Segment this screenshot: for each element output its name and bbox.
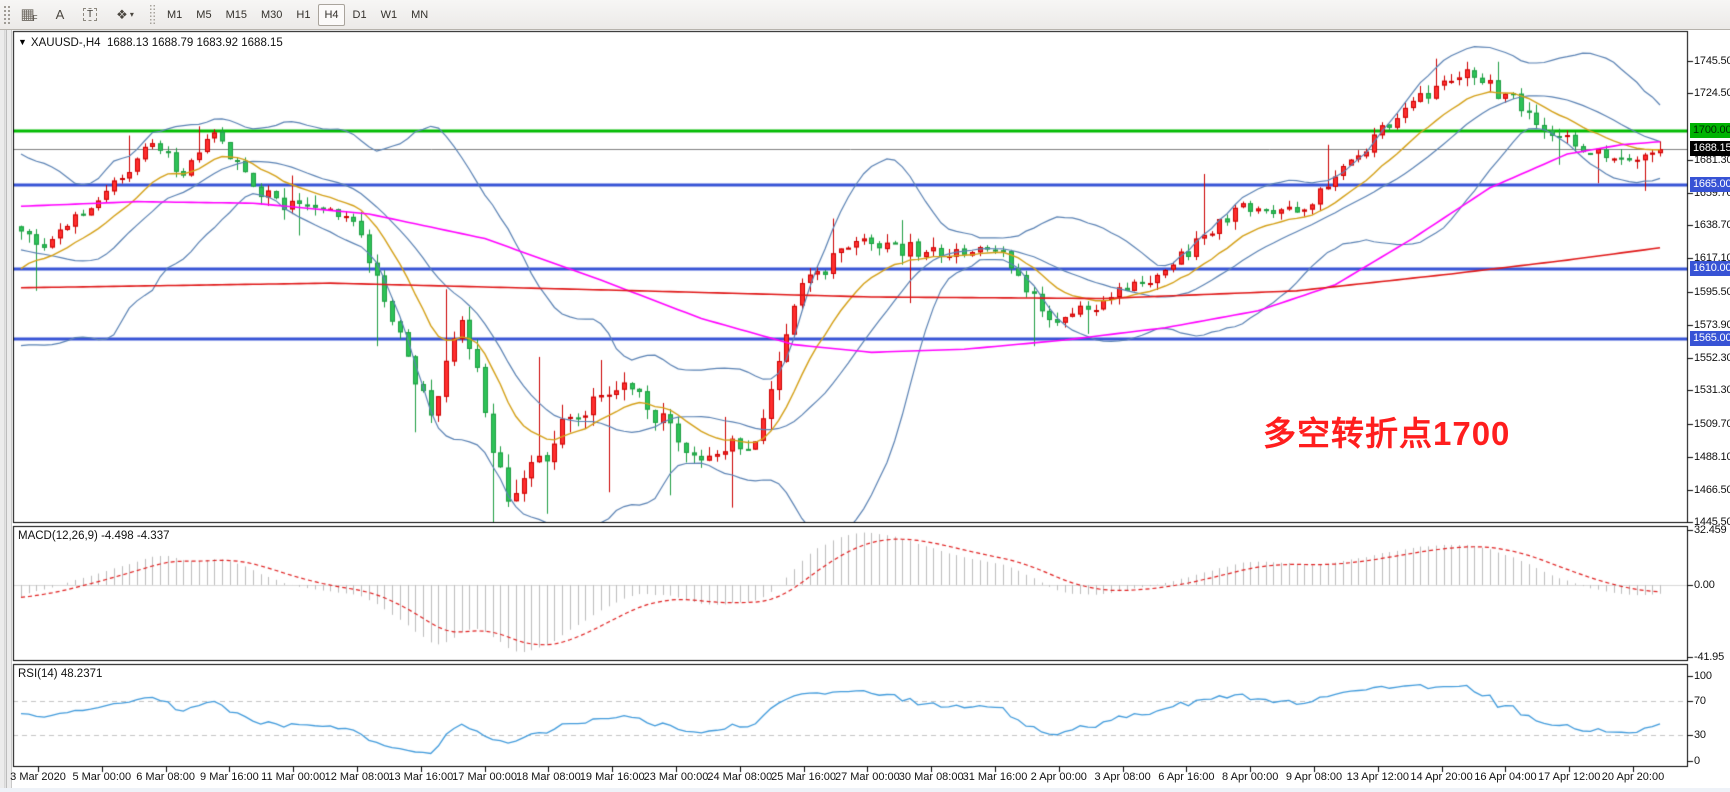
time-axis-label: 3 Apr 08:00 — [1094, 771, 1151, 783]
price-axis-tick-label: 1466.50 — [1694, 483, 1730, 496]
time-axis-label: 3 Mar 2020 — [10, 771, 66, 783]
time-axis-label: 19 Mar 16:00 — [579, 771, 645, 783]
bottom-strip — [0, 788, 1730, 792]
symbol-dropdown-icon[interactable]: ▼ — [18, 37, 27, 47]
a-glyph: A — [55, 7, 65, 22]
price-axis-tick-label: 1552.30 — [1694, 352, 1730, 365]
time-axis-label: 5 Mar 00:00 — [72, 771, 132, 783]
time-axis-label: 9 Mar 16:00 — [200, 771, 259, 783]
text-box-icon[interactable]: T — [78, 4, 102, 26]
time-axis-label: 8 Apr 00:00 — [1222, 771, 1279, 783]
grid-f-glyph: F — [32, 14, 38, 23]
t-glyph: T — [82, 8, 98, 21]
price-badge-1700-00: 1700.00 — [1690, 122, 1730, 138]
dropdown-caret-icon: ▾ — [129, 10, 134, 19]
price-axis-tick-label: 1509.70 — [1694, 417, 1730, 430]
price-badge-1665-00: 1665.00 — [1690, 176, 1730, 192]
time-axis-label: 14 Apr 20:00 — [1410, 771, 1473, 783]
price-badge-1565-00: 1565.00 — [1690, 330, 1730, 346]
price-axis-tick-label: 1488.10 — [1694, 450, 1730, 463]
timeframe-button-w1[interactable]: W1 — [380, 8, 398, 21]
price-axis-tick-label: 1573.90 — [1694, 318, 1730, 331]
time-axis-label: 2 Apr 00:00 — [1030, 771, 1087, 783]
macd-axis-tick-label: 0.00 — [1694, 578, 1715, 591]
macd-axis-tick-label: 32.459 — [1694, 523, 1727, 536]
ohlc-readout: 1688.13 1688.79 1683.92 1688.15 — [106, 37, 283, 49]
time-axis-label: 20 Apr 20:00 — [1601, 771, 1665, 783]
symbol-title: XAUUSD-,H4 — [30, 37, 101, 49]
time-axis-label: 6 Apr 16:00 — [1158, 771, 1215, 783]
cycle-lines-icon[interactable]: ❖ ▾ — [108, 4, 142, 26]
time-axis-label: 13 Apr 12:00 — [1346, 771, 1409, 783]
time-axis-label: 17 Apr 12:00 — [1537, 771, 1601, 783]
time-axis-label: 23 Mar 00:00 — [643, 771, 709, 783]
toolbar-separator — [149, 3, 156, 26]
time-axis-label: 30 Mar 08:00 — [898, 771, 964, 783]
price-axis-tick-label: 1681.30 — [1694, 153, 1730, 166]
rsi-axis-tick-label: 0 — [1694, 754, 1700, 767]
indicators-grid-icon[interactable]: ▦ F — [18, 4, 42, 26]
price-axis-tick-label: 1531.30 — [1694, 384, 1730, 397]
timeframe-button-m5[interactable]: M5 — [196, 8, 212, 21]
timeframe-button-h4[interactable]: H4 — [318, 3, 345, 26]
macd-label: MACD(12,26,9) -4.498 -4.337 — [18, 530, 170, 542]
timeframe-button-m30[interactable]: M30 — [260, 8, 283, 21]
time-axis-label: 11 Mar 00:00 — [261, 771, 326, 783]
grid-glyph: ▦ — [20, 5, 35, 23]
rsi-axis-tick-label: 70 — [1694, 695, 1706, 708]
left-splitter-strip[interactable] — [0, 30, 12, 792]
text-label-icon[interactable]: A — [48, 4, 72, 26]
diamond-glyph: ❖ — [116, 6, 128, 22]
chart-title: ▼ XAUUSD-,H4 1688.13 1688.79 1683.92 1688… — [18, 37, 283, 49]
price-axis-tick-label: 1445.50 — [1694, 516, 1730, 529]
time-axis-label: 31 Mar 16:00 — [962, 771, 1028, 783]
toolbar-drag-handle[interactable] — [3, 4, 11, 25]
timeframe-button-h1[interactable]: H1 — [296, 8, 311, 21]
time-axis-label: 16 Apr 04:00 — [1474, 771, 1537, 783]
price-badge-1610-00: 1610.00 — [1690, 261, 1730, 277]
time-axis-label: 9 Apr 08:00 — [1285, 771, 1343, 783]
toolbar: ▦ F A T ❖ ▾ M1 M5 M15 M30 H1 H4 D1 W1 MN — [0, 0, 1730, 30]
price-axis-tick-label: 1638.70 — [1694, 219, 1730, 232]
rsi-label: RSI(14) 48.2371 — [18, 668, 103, 680]
price-badge-1688-15: 1688.15 — [1690, 141, 1730, 157]
rsi-axis-tick-label: 100 — [1694, 670, 1712, 683]
time-axis-label: 25 Mar 16:00 — [771, 771, 837, 783]
timeframe-button-m1[interactable]: M1 — [167, 8, 183, 21]
price-axis-tick-label: 1745.50 — [1694, 54, 1730, 67]
macd-axis-tick-label: -41.95 — [1694, 650, 1724, 663]
price-axis-tick-label: 1595.50 — [1694, 285, 1730, 298]
time-axis-label: 18 Mar 08:00 — [515, 771, 581, 783]
timeframe-bar: M1 M5 M15 M30 H1 H4 D1 W1 MN — [160, 3, 435, 26]
time-axis-label: 24 Mar 08:00 — [707, 771, 773, 783]
time-axis-label: 17 Mar 00:00 — [452, 771, 518, 783]
rsi-axis-tick-label: 30 — [1694, 729, 1706, 742]
price-axis-tick-label: 1724.50 — [1694, 87, 1730, 100]
timeframe-button-mn[interactable]: MN — [411, 8, 429, 21]
time-axis-label: 12 Mar 08:00 — [324, 771, 390, 783]
price-annotation-text: 多空转折点1700 — [1263, 415, 1511, 452]
timeframe-button-d1[interactable]: D1 — [352, 8, 367, 21]
time-axis-label: 13 Mar 16:00 — [388, 771, 454, 783]
timeframe-button-m15[interactable]: M15 — [225, 8, 247, 21]
splitter-groove — [4, 30, 7, 792]
time-axis-label: 27 Mar 00:00 — [834, 771, 900, 783]
time-axis-label: 6 Mar 08:00 — [136, 771, 195, 783]
